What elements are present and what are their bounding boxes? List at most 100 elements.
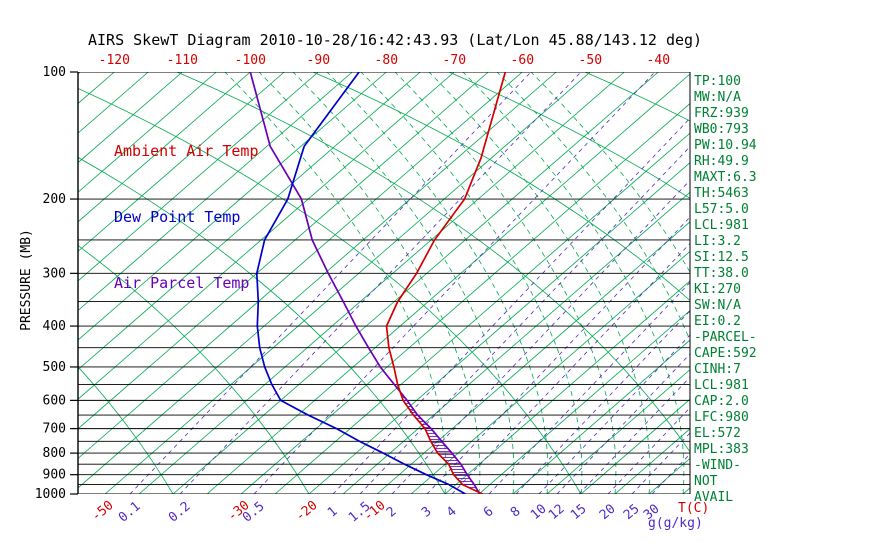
plot-area	[0, 72, 690, 494]
dry-adiabat-curve	[78, 87, 582, 494]
ratio-unit-label: g(g/kg)	[648, 516, 703, 531]
stats-line: LI:3.2	[694, 234, 741, 249]
dry-adiabat-curve	[78, 156, 446, 494]
mixing-ratio-label: 2	[384, 504, 400, 521]
stats-line: FRZ:939	[694, 106, 749, 121]
top-temp-label: -70	[443, 53, 466, 68]
y-axis-title: PRESSURE (MB)	[19, 229, 34, 331]
dew-point-curve	[255, 72, 466, 494]
chart-legend: Ambient Air Temp Dew Point Temp Air Parc…	[114, 96, 259, 338]
moist-adiabat-curve	[326, 72, 549, 494]
stats-line: TT:38.0	[694, 266, 749, 281]
mixing-ratio-line	[332, 117, 690, 494]
dry-adiabat-curve	[176, 72, 690, 453]
temp-unit-label: T(C)	[678, 501, 709, 516]
bottom-temp-label: -50	[89, 498, 117, 525]
mixing-ratio-line	[179, 72, 582, 494]
moist-adiabat-curve	[258, 72, 481, 494]
isotherm-line	[78, 72, 489, 430]
isotherm-line	[206, 73, 690, 494]
mixing-ratio-line	[515, 310, 690, 494]
isotherm-line	[78, 72, 387, 341]
moist-adiabat-curve	[292, 72, 515, 494]
moist-adiabat-curve	[462, 72, 685, 494]
bottom-temp-label: -20	[293, 498, 321, 525]
mixing-ratio-label: 12	[546, 502, 568, 524]
pressure-tick-label: 600	[43, 393, 66, 408]
pressure-tick-label: 500	[43, 360, 66, 375]
dry-adiabat-curve	[78, 245, 310, 494]
mixing-ratio-line	[391, 179, 690, 494]
mixing-ratio-line	[426, 216, 690, 494]
isotherm-line	[410, 250, 690, 494]
stats-line: SW:N/A	[694, 298, 741, 313]
mixing-ratio-label: 6	[481, 504, 497, 521]
mixing-ratio-line	[253, 72, 656, 494]
isotherm-line	[78, 72, 353, 312]
mixing-ratio-label: 0.2	[166, 499, 194, 526]
stats-line: MW:N/A	[694, 90, 741, 105]
mixing-ratio-label: 15	[568, 502, 590, 524]
dry-adiabat-curve	[78, 366, 174, 494]
stats-line: NOT	[694, 474, 718, 489]
stats-line: WB0:793	[694, 122, 749, 137]
dry-adiabat-curve	[448, 72, 690, 200]
stats-line: -PARCEL-	[694, 330, 757, 345]
isotherm-line	[78, 72, 557, 489]
isotherm-line	[648, 457, 690, 494]
stats-panel: TP:100 MW:N/A FRZ:939 WB0:793 PW:10.94 RH:49.…	[694, 74, 757, 506]
stats-line: LCL:981	[694, 218, 749, 233]
pressure-tick-label: 100	[43, 65, 66, 80]
mixing-ratio-label: 20	[597, 502, 619, 524]
parcel-temp-curve	[249, 72, 481, 494]
isotherm-line	[512, 339, 690, 494]
page-title: AIRS SkewT Diagram 2010-10-28/16:42:43.9…	[88, 31, 703, 49]
stats-line: MAXT:6.3	[694, 170, 757, 185]
isotherm-line	[0, 72, 12, 494]
moist-adiabat-curve	[360, 72, 583, 494]
isotherm-line	[78, 72, 319, 282]
mixing-ratio-line	[488, 281, 690, 494]
isotherm-line	[444, 280, 690, 494]
stats-line: EI:0.2	[694, 314, 741, 329]
stats-line: CAP:2.0	[694, 394, 749, 409]
isotherm-line	[78, 72, 251, 223]
isotherm-line	[580, 398, 690, 494]
stats-line: MPL:383	[694, 442, 749, 457]
isotherm-line	[78, 72, 455, 400]
ambient-temp-curve	[385, 72, 507, 494]
stats-line: L57:5.0	[694, 202, 749, 217]
moist-adiabat-curve	[496, 72, 690, 342]
pressure-tick-label: 900	[43, 468, 66, 483]
stats-line: LFC:980	[694, 410, 749, 425]
isotherm-line	[172, 72, 659, 494]
top-temp-label: -50	[579, 53, 602, 68]
mixing-ratio-line	[607, 407, 690, 494]
isotherm-line	[78, 72, 217, 193]
pressure-tick-label: 400	[43, 319, 66, 334]
isotherm-line	[376, 221, 690, 494]
top-temp-label: -80	[375, 53, 398, 68]
mixing-ratio-label: 0.1	[116, 499, 144, 526]
mixing-ratio-line	[651, 453, 690, 494]
isotherm-line	[546, 369, 690, 494]
isotherm-line	[78, 72, 183, 164]
isotherm-line	[240, 103, 690, 494]
legend-ambient-air-temp: Ambient Air Temp	[114, 142, 259, 160]
isotherm-line	[478, 309, 690, 494]
stats-line: KI:270	[694, 282, 741, 297]
isotherm-line	[138, 72, 625, 494]
top-temp-label: -110	[167, 53, 198, 68]
mixing-ratio-label: 4	[444, 504, 460, 521]
stats-line: CAPE:592	[694, 346, 757, 361]
moist-adiabat-curve	[428, 72, 651, 494]
isotherm-line	[308, 162, 690, 494]
stats-line: -WIND-	[694, 458, 741, 473]
mixing-ratio-line	[129, 72, 532, 494]
stats-line: TH:5463	[694, 186, 749, 201]
stats-line: EL:572	[694, 426, 741, 441]
isotherm-line	[274, 132, 690, 494]
dry-adiabat-curve	[312, 72, 690, 302]
pressure-tick-label: 300	[43, 266, 66, 281]
